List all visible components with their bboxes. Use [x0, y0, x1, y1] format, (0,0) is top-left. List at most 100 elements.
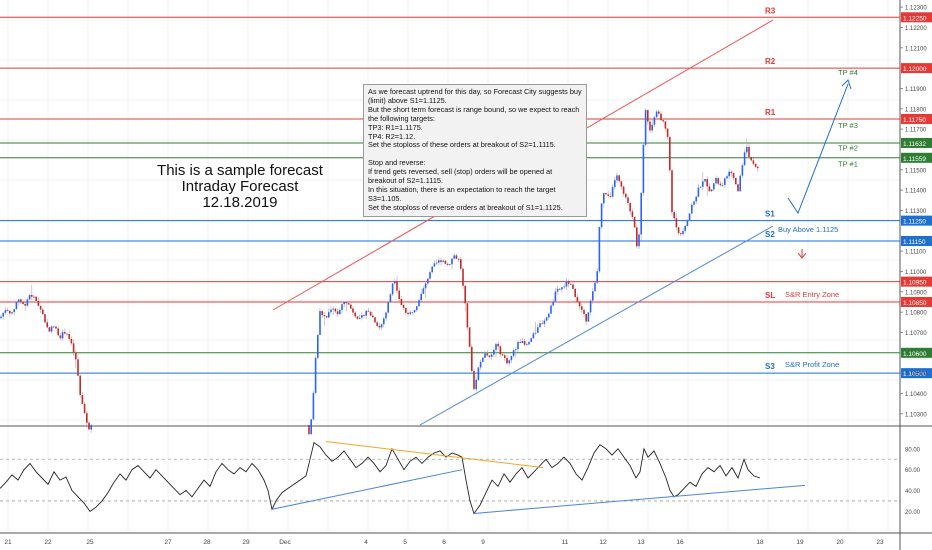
candle	[526, 342, 528, 346]
candle	[59, 332, 62, 340]
price-tag-text: 1.11250	[903, 219, 926, 226]
candle-body	[455, 255, 458, 259]
candle-body	[486, 353, 488, 356]
candle	[532, 331, 535, 339]
candle-body	[629, 202, 631, 212]
candle-body	[625, 193, 627, 198]
rsi-trendline	[473, 484, 806, 514]
candle-body	[614, 180, 616, 188]
candle-body	[699, 186, 702, 188]
x-tick-label: Dec	[279, 539, 291, 546]
candle	[24, 302, 26, 311]
y-tick-label: 1.10800	[905, 311, 927, 317]
candle-body	[398, 290, 400, 299]
candle-body	[504, 355, 506, 359]
candle	[631, 208, 634, 219]
candle-body	[675, 218, 678, 228]
candle-body	[638, 234, 640, 247]
candle	[332, 306, 334, 316]
rsi-trendline	[271, 469, 463, 510]
candle	[607, 190, 609, 198]
candle-body	[545, 317, 548, 321]
candle	[493, 348, 495, 358]
candle-body	[482, 357, 484, 362]
candle	[561, 286, 563, 293]
candle	[367, 308, 370, 312]
candle	[680, 232, 682, 237]
price-tag-text: 1.10500	[903, 371, 927, 378]
y-tick-label: 1.12100	[905, 46, 927, 52]
candle	[466, 303, 469, 331]
candle	[671, 169, 673, 216]
candle-body	[431, 266, 433, 273]
candle-body	[0, 316, 2, 319]
candle	[611, 184, 614, 198]
price-tag	[901, 347, 932, 358]
candle	[336, 308, 339, 317]
candle	[460, 256, 462, 271]
candle	[556, 285, 559, 295]
candle	[499, 345, 502, 357]
candle-body	[497, 343, 499, 347]
candle-body	[387, 302, 389, 313]
candle-body	[550, 305, 552, 314]
candle	[653, 115, 656, 127]
price-tag-text: 1.10950	[903, 280, 927, 287]
candle	[398, 287, 400, 302]
level-label: S2	[765, 230, 775, 239]
candle	[521, 338, 524, 344]
candle-body	[363, 315, 365, 316]
candle	[31, 284, 33, 300]
candle-body	[539, 323, 541, 328]
candle	[691, 202, 693, 215]
candle-body	[389, 294, 392, 303]
candle-body	[512, 350, 515, 356]
price-tag	[901, 137, 932, 148]
candle	[4, 307, 7, 316]
candle-body	[55, 326, 57, 329]
candle-body	[713, 183, 715, 190]
x-tick-label: 9	[481, 539, 485, 546]
candle	[545, 316, 548, 322]
candle	[614, 176, 616, 190]
title-line-3: 12.18.2019	[202, 194, 278, 211]
price-tag-text: 1.12000	[903, 66, 927, 73]
candle	[490, 352, 493, 361]
level-label: SL	[765, 291, 775, 300]
candle-body	[517, 342, 519, 350]
candle-body	[53, 326, 55, 328]
candle-body	[563, 286, 565, 288]
candle-body	[48, 327, 51, 332]
candle-body	[86, 413, 88, 423]
candle	[435, 259, 438, 266]
candle-body	[369, 311, 372, 316]
candle-body	[702, 181, 704, 187]
candle-body	[636, 227, 638, 247]
candle-body	[446, 263, 449, 266]
x-tick-label: 28	[203, 539, 211, 546]
candle	[424, 280, 427, 298]
candle	[455, 253, 458, 260]
candle	[618, 174, 620, 183]
candle-body	[39, 305, 42, 310]
candle	[737, 183, 739, 193]
candle	[391, 283, 394, 297]
price-axis: 1.12250 1.12000 1.11750 1.11632 1.11559 1.112…	[900, 6, 932, 418]
candle	[570, 281, 572, 285]
candle	[70, 336, 73, 346]
candle-body	[424, 283, 427, 289]
candle-body	[323, 315, 326, 317]
candle	[418, 298, 420, 307]
candle-body	[559, 288, 561, 290]
candle-body	[708, 186, 711, 192]
candle	[523, 339, 526, 347]
candle	[627, 195, 629, 206]
candle	[9, 309, 11, 317]
candle-body	[757, 166, 759, 169]
candle-body	[682, 230, 684, 235]
candle	[55, 326, 57, 330]
candle	[341, 301, 343, 314]
annotation: TP #2	[838, 143, 858, 152]
candle-body	[358, 317, 361, 319]
candle	[625, 192, 627, 200]
